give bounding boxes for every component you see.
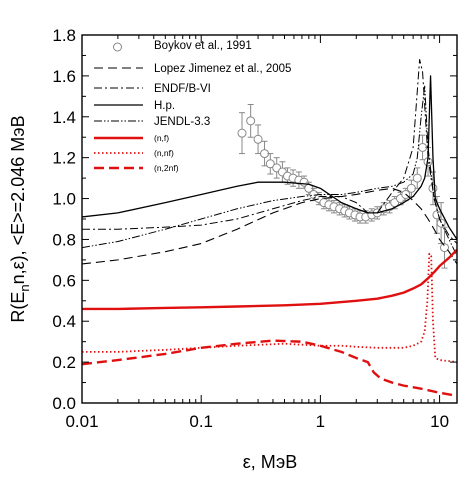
y-tick-label: 1.6 bbox=[52, 67, 76, 86]
x-tick-label: 10 bbox=[430, 412, 449, 431]
series-line-6 bbox=[82, 252, 457, 364]
legend-label: JENDL-3.3 bbox=[154, 116, 210, 128]
legend-label: (n,2nf) bbox=[154, 163, 179, 173]
y-tick-label: 0.0 bbox=[52, 394, 76, 413]
data-point bbox=[412, 173, 422, 183]
x-tick-label: 0.1 bbox=[189, 412, 213, 431]
series-layer bbox=[82, 59, 457, 398]
series-line-1 bbox=[82, 187, 457, 265]
legend-label: (n,nf) bbox=[154, 148, 174, 158]
series-line-3 bbox=[82, 75, 457, 240]
x-axis-title: ε, МэВ bbox=[243, 452, 297, 472]
legend: Boykov et al., 1991 Lopez Jimenez et al.,… bbox=[94, 40, 291, 173]
y-tick-label: 0.8 bbox=[52, 230, 76, 249]
y-tick-label: 1.4 bbox=[52, 108, 76, 127]
data-point bbox=[253, 134, 263, 144]
y-tick-label: 1.8 bbox=[52, 26, 76, 45]
legend-label: Lopez Jimenez et al., 2005 bbox=[154, 63, 291, 75]
legend-label: Boykov et al., 1991 bbox=[154, 40, 252, 52]
data-point bbox=[265, 159, 275, 169]
legend-label: H.p. bbox=[154, 100, 175, 112]
data-point bbox=[436, 218, 446, 228]
axes-layer: 0.01 0.1 1 10 0.0 0.2 0.4 0.6 0.8 1.0 1.2 1.4 1.6 1.8 bbox=[52, 26, 458, 431]
x-tick-label: 0.01 bbox=[65, 412, 98, 431]
series-line-7 bbox=[82, 339, 457, 398]
series-line-4 bbox=[82, 85, 457, 257]
y-tick-label: 1.2 bbox=[52, 149, 76, 168]
legend-label: (n,f) bbox=[154, 133, 169, 143]
series-line-2 bbox=[82, 59, 457, 244]
series-line-5 bbox=[82, 248, 457, 311]
legend-marker bbox=[113, 42, 122, 52]
series-boykov-points bbox=[237, 104, 450, 269]
x-tick-label: 1 bbox=[316, 412, 325, 431]
y-tick-label: 0.6 bbox=[52, 271, 76, 290]
data-point bbox=[440, 243, 450, 253]
legend-label: ENDF/B-VI bbox=[154, 83, 211, 95]
data-point bbox=[237, 128, 247, 138]
data-point bbox=[246, 116, 256, 126]
y-tick-label: 1.0 bbox=[52, 190, 76, 209]
data-point bbox=[406, 183, 416, 193]
y-axis-title: R(Enn,ε), <E>=2.046 МэВ bbox=[8, 115, 32, 322]
y-tick-label: 0.4 bbox=[52, 312, 76, 331]
plot-frame bbox=[81, 34, 458, 404]
y-tick-label: 0.2 bbox=[52, 353, 76, 372]
